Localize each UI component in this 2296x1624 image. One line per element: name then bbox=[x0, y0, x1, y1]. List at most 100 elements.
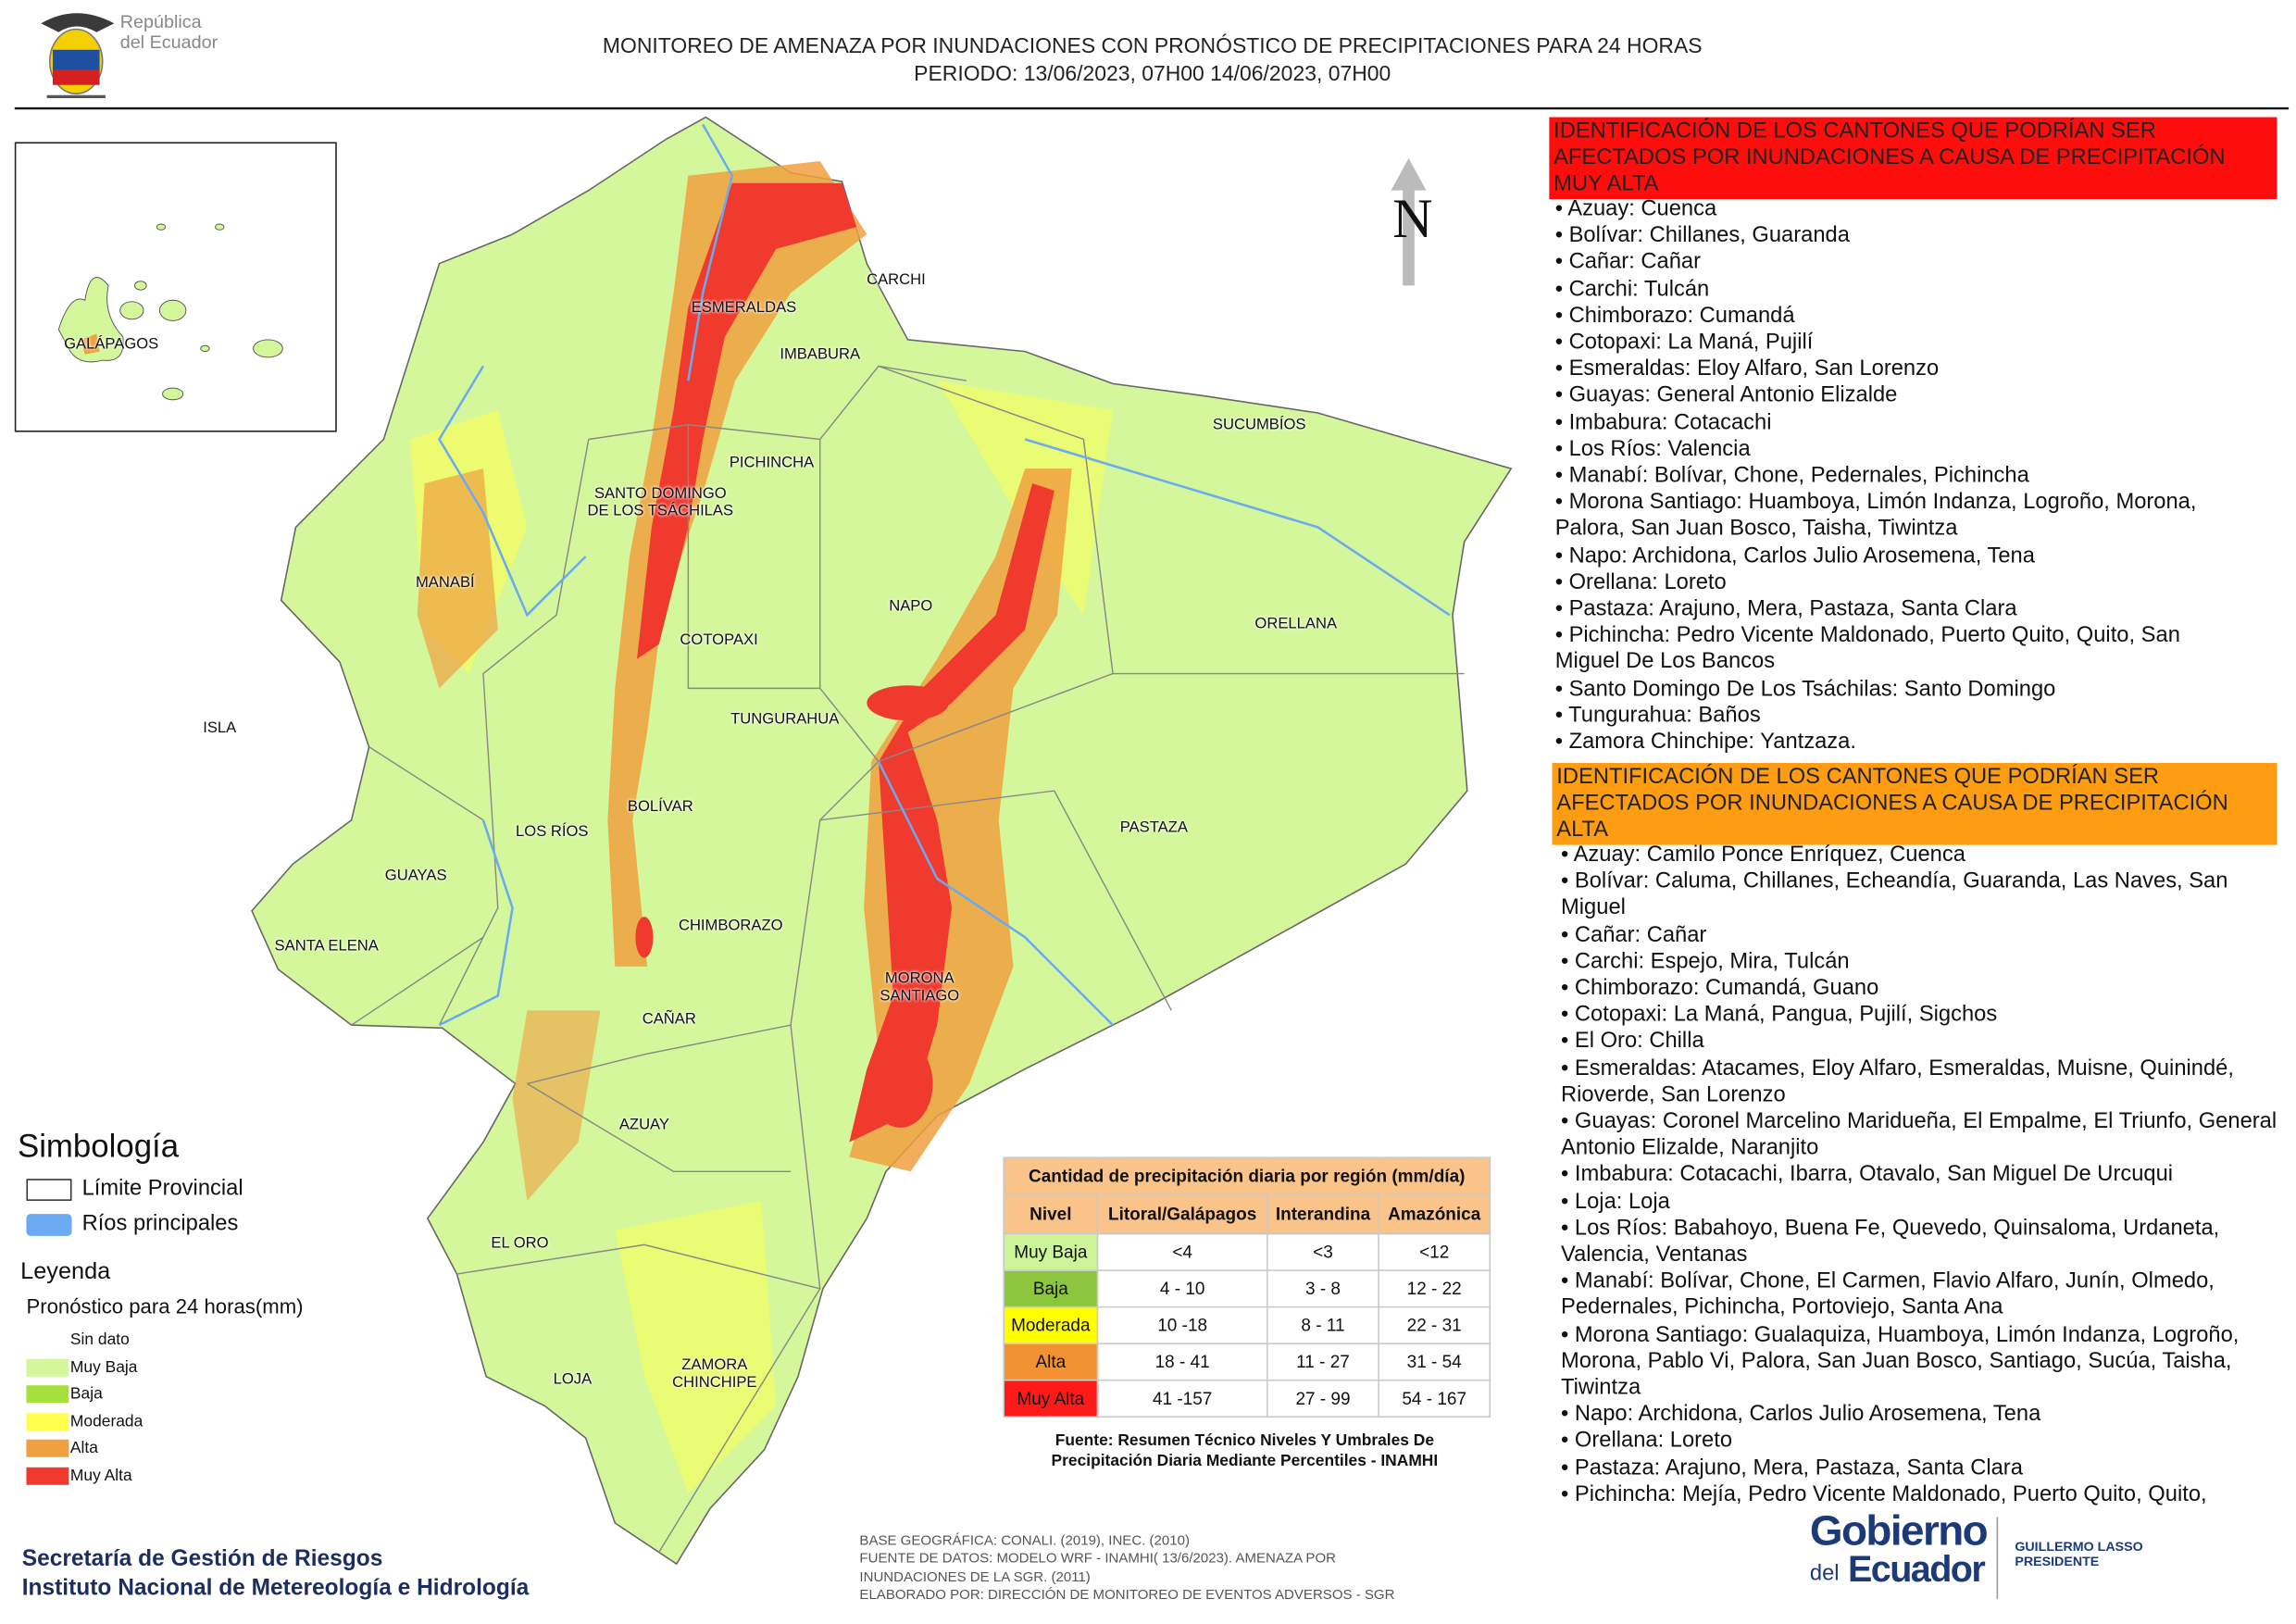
province-label: CHIMBORAZO bbox=[678, 917, 783, 935]
canton-item: • Esmeraldas: Eloy Alfaro, San Lorenzo bbox=[1554, 356, 1940, 381]
table-source: Precipitación Diaria Mediante Percentile… bbox=[1051, 1452, 1439, 1470]
canton-item: • El Oro: Chilla bbox=[1561, 1028, 1704, 1054]
province-label: ISLA bbox=[203, 718, 237, 737]
legend-swatch bbox=[26, 1331, 69, 1350]
table-cell: 54 - 167 bbox=[1378, 1379, 1491, 1418]
symbology-swatch bbox=[26, 1214, 72, 1236]
table-cell: 27 - 99 bbox=[1267, 1379, 1379, 1418]
galapagos-islands bbox=[57, 223, 283, 401]
province-label: CAÑAR bbox=[642, 1010, 696, 1029]
symbology-title: Simbología bbox=[17, 1127, 180, 1165]
credit-line: BASE GEOGRÁFICA: CONALI. (2019), INEC. (… bbox=[859, 1532, 1190, 1550]
canton-item: • Cañar: Cañar bbox=[1561, 921, 1707, 947]
province-label: PICHINCHA bbox=[729, 454, 815, 472]
province-label: LOS RÍOS bbox=[516, 822, 589, 841]
logo-text: República bbox=[119, 11, 202, 32]
table-row: Moderada 10 -18 8 - 11 22 - 31 bbox=[1003, 1305, 1491, 1344]
table-cell: 3 - 8 bbox=[1267, 1269, 1379, 1308]
table-cell: <4 bbox=[1096, 1232, 1268, 1271]
canton-item: • Azuay: Camilo Ponce Enríquez, Cuenca bbox=[1561, 842, 1965, 868]
legend-title: Leyenda bbox=[20, 1259, 111, 1285]
coat-of-arms bbox=[41, 13, 115, 98]
canton-item: • Orellana: Loreto bbox=[1554, 569, 1727, 594]
canton-item: • Guayas: General Antonio Elizalde bbox=[1554, 382, 1898, 408]
canton-item: • Santo Domingo De Los Tsáchilas: Santo … bbox=[1554, 676, 2056, 702]
table-header: Amazónica bbox=[1378, 1193, 1491, 1235]
legend-swatch bbox=[26, 1385, 69, 1404]
legend-item: Baja bbox=[26, 1380, 143, 1407]
table-cell: 8 - 11 bbox=[1267, 1305, 1379, 1344]
province-label: IMBABURA bbox=[780, 345, 861, 364]
canton-item: • Imbabura: Cotacachi, Ibarra, Otavalo, … bbox=[1561, 1161, 2174, 1187]
province-label: GALÁPAGOS bbox=[64, 335, 159, 354]
table-cell: 41 -157 bbox=[1096, 1379, 1268, 1418]
table-source: Fuente: Resumen Técnico Niveles Y Umbral… bbox=[1054, 1431, 1435, 1450]
north-label: N bbox=[1392, 189, 1433, 251]
province-label: SUCUMBÍOS bbox=[1212, 416, 1306, 434]
legend-label: Baja bbox=[69, 1385, 103, 1404]
table-row: Muy Baja <4 <3 <12 bbox=[1003, 1232, 1491, 1271]
legend-label: Sin dato bbox=[69, 1331, 130, 1350]
table-row: Alta 18 - 41 11 - 27 31 - 54 bbox=[1003, 1343, 1491, 1381]
table-cell: 4 - 10 bbox=[1096, 1269, 1268, 1308]
table-level: Muy Baja bbox=[1003, 1232, 1099, 1271]
threshold-table-wrap: Cantidad de precipitación diaria por reg… bbox=[1003, 1156, 1491, 1418]
legend-swatch bbox=[26, 1412, 69, 1430]
table-cell: 12 - 22 bbox=[1378, 1269, 1491, 1308]
table-title: Cantidad de precipitación diaria por reg… bbox=[1003, 1156, 1491, 1195]
table-cell: 31 - 54 bbox=[1378, 1343, 1491, 1381]
province-label: MORONA SANTIAGO bbox=[880, 969, 960, 1005]
table-title-row: Cantidad de precipitación diaria por reg… bbox=[1003, 1156, 1491, 1195]
province-label: SANTA ELENA bbox=[274, 937, 379, 956]
canton-item: • Azuay: Cuenca bbox=[1554, 195, 1717, 221]
gov-logo-text: Gobierno bbox=[1809, 1508, 1989, 1555]
province-label: EL ORO bbox=[491, 1234, 549, 1253]
canton-item: • Pichincha: Pedro Vicente Maldonado, Pu… bbox=[1554, 622, 2180, 675]
canton-item: • Pichincha: Mejía, Pedro Vicente Maldon… bbox=[1561, 1481, 2207, 1507]
credit-line: ELABORADO POR: DIRECCIÓN DE MONITOREO DE… bbox=[859, 1587, 1395, 1604]
canton-item: • Morona Santiago: Gualaquiza, Huamboya,… bbox=[1561, 1321, 2240, 1401]
canton-item: • Pastaza: Arajuno, Mera, Pastaza, Santa… bbox=[1561, 1455, 2023, 1480]
province-label: ESMERALDAS bbox=[691, 298, 797, 317]
president-text: GUILLERMO LASSO bbox=[2015, 1539, 2143, 1555]
legend-label: Moderada bbox=[69, 1412, 144, 1430]
legend-label: Muy Baja bbox=[69, 1358, 138, 1377]
credit-line: FUENTE DE DATOS: MODELO WRF - INAMHI( 13… bbox=[859, 1551, 1337, 1568]
province-label: AZUAY bbox=[618, 1116, 669, 1134]
canton-item: • Los Ríos: Babahoyo, Buena Fe, Quevedo,… bbox=[1561, 1215, 2220, 1268]
legend-swatch bbox=[26, 1467, 69, 1485]
legend-item: Moderada bbox=[26, 1408, 143, 1435]
canton-item: • Zamora Chinchipe: Yantzaza. bbox=[1554, 729, 1856, 755]
canton-item: • Carchi: Espejo, Mira, Tulcán bbox=[1561, 948, 1850, 974]
subtitle: PERIODO: 13/06/2023, 07H00 14/06/2023, 0… bbox=[914, 63, 1391, 87]
legend-item: Muy Alta bbox=[26, 1462, 143, 1489]
canton-item: • Manabí: Bolívar, Chone, El Carmen, Fla… bbox=[1561, 1268, 2215, 1320]
gov-logo-text: Ecuador bbox=[1848, 1549, 1986, 1591]
high-list: • Azuay: Camilo Ponce Enríquez, Cuenca • … bbox=[1561, 842, 2281, 1508]
org-name: Secretaría de Gestión de Riesgos bbox=[21, 1546, 383, 1572]
canton-item: • Bolívar: Caluma, Chillanes, Echeandía,… bbox=[1561, 868, 2228, 920]
precipitation-patches bbox=[409, 160, 1114, 1494]
province-borders bbox=[351, 365, 1465, 1553]
title: MONITOREO DE AMENAZA POR INUNDACIONES CO… bbox=[602, 34, 1703, 59]
province-label: GUAYAS bbox=[384, 867, 447, 885]
rivers bbox=[438, 123, 1451, 1027]
legend-swatch bbox=[26, 1358, 69, 1377]
canton-item: • Guayas: Coronel Marcelino Maridueña, E… bbox=[1561, 1108, 2277, 1161]
table-cell: <12 bbox=[1378, 1232, 1491, 1271]
table-header: Litoral/Galápagos bbox=[1096, 1193, 1268, 1235]
canton-item: • Loja: Loja bbox=[1561, 1188, 1670, 1214]
inset-frame bbox=[14, 142, 337, 432]
province-label: NAPO bbox=[889, 597, 933, 616]
legend-item: Sin dato bbox=[26, 1327, 143, 1354]
canton-item: • Imbabura: Cotacachi bbox=[1554, 409, 1772, 435]
province-label: MANABÍ bbox=[415, 573, 475, 592]
table-level: Moderada bbox=[1003, 1305, 1099, 1344]
symbology-swatch bbox=[26, 1179, 72, 1201]
gov-logo-text: del bbox=[1809, 1561, 1840, 1586]
province-label: CARCHI bbox=[867, 270, 926, 289]
org-name: Instituto Nacional de Metereología e Hid… bbox=[21, 1575, 530, 1601]
canton-item: • Pastaza: Arajuno, Mera, Pastaza, Santa… bbox=[1554, 595, 2017, 621]
